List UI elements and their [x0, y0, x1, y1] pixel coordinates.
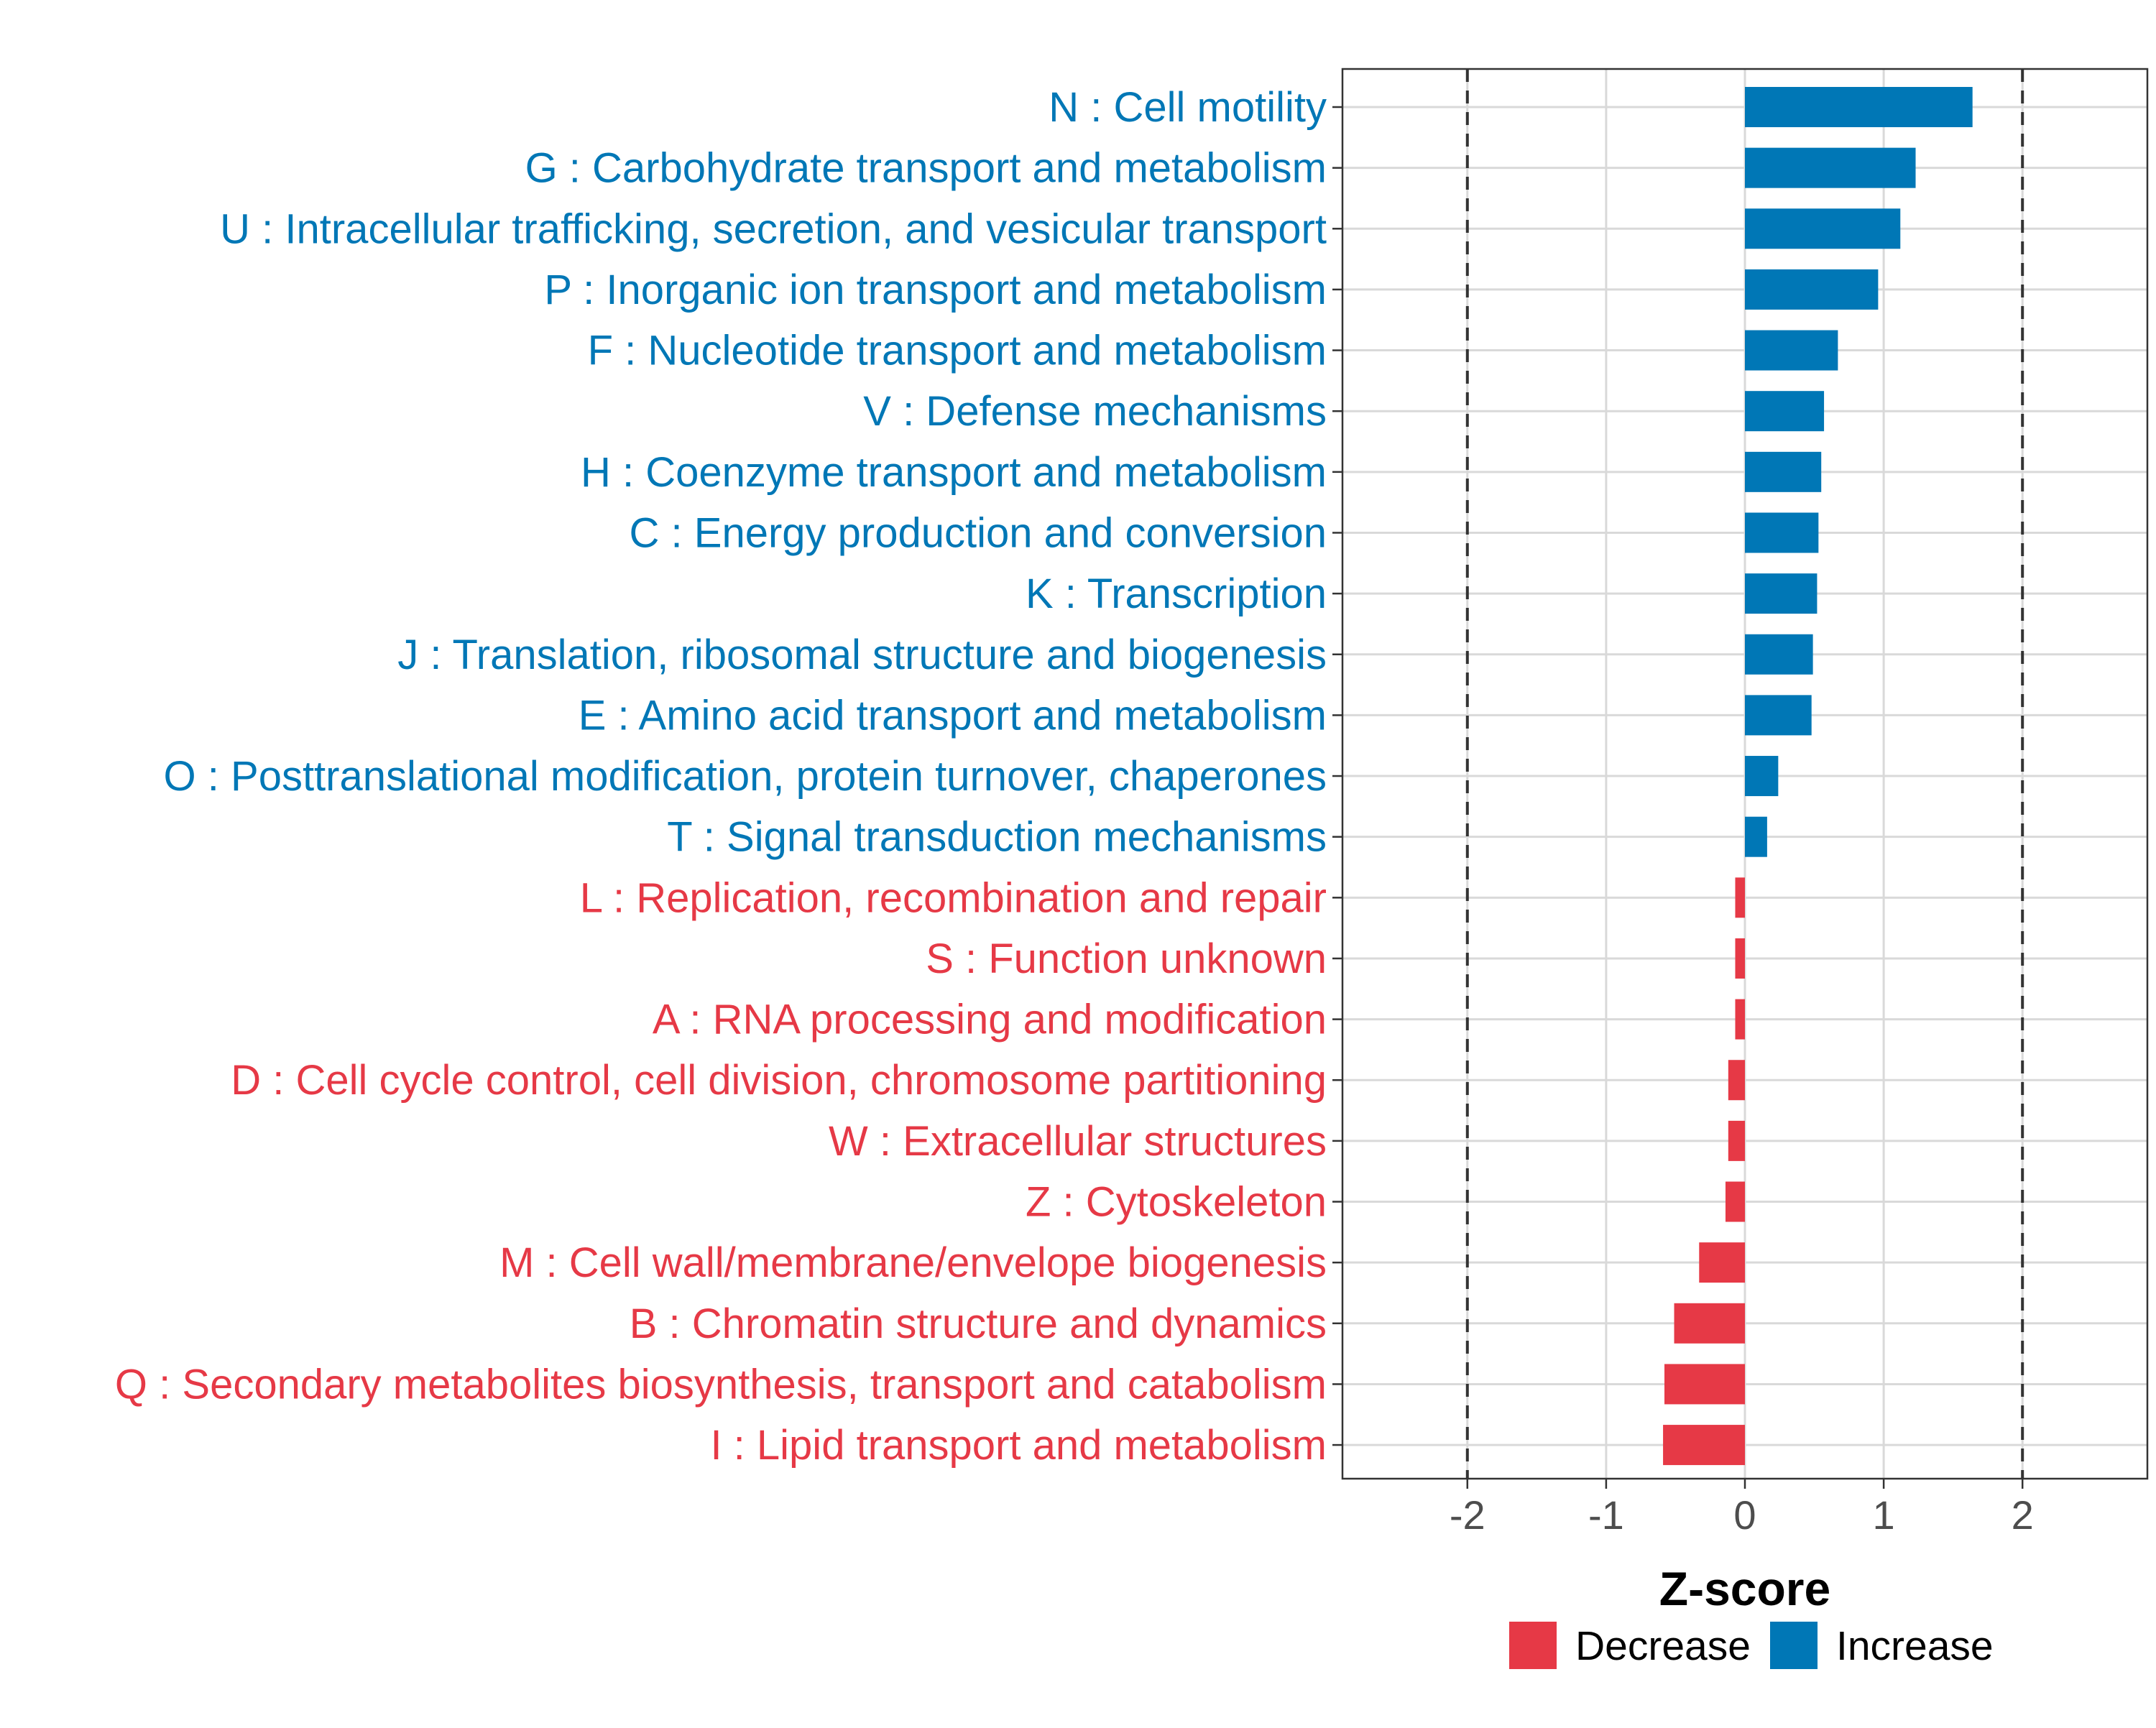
bar	[1745, 756, 1779, 797]
category-label: H : Coenzyme transport and metabolism	[581, 449, 1327, 496]
legend: Decrease Increase	[1509, 1622, 1994, 1669]
category-label: V : Defense mechanisms	[863, 388, 1327, 435]
category-label: L : Replication, recombination and repai…	[580, 874, 1327, 921]
category-label: U : Intracellular trafficking, secretion…	[220, 205, 1327, 252]
x-axis-title: Z-score	[1659, 1562, 1830, 1615]
category-label: C : Energy production and conversion	[630, 509, 1327, 556]
legend-label: Decrease	[1575, 1623, 1751, 1669]
legend-swatch	[1770, 1622, 1818, 1669]
category-label: F : Nucleotide transport and metabolism	[588, 328, 1327, 374]
bar	[1735, 999, 1745, 1040]
bar	[1674, 1303, 1745, 1344]
bar	[1745, 634, 1813, 675]
legend-label: Increase	[1836, 1623, 1994, 1669]
x-tick-label: -2	[1450, 1492, 1485, 1538]
bar	[1745, 451, 1822, 492]
x-tick-label: 1	[1873, 1492, 1895, 1538]
bar	[1728, 1120, 1745, 1161]
bar	[1725, 1181, 1745, 1222]
y-axis: N : Cell motility G : Carbohydrate transp…	[115, 84, 1342, 1469]
bar	[1664, 1364, 1745, 1405]
category-label: T : Signal transduction mechanisms	[667, 814, 1327, 861]
bar	[1663, 1425, 1745, 1466]
bar	[1745, 87, 1973, 127]
category-label: J : Translation, ribosomal structure and…	[397, 632, 1327, 678]
category-label: A : RNA processing and modification	[653, 997, 1327, 1043]
category-label: Z : Cytoskeleton	[1026, 1179, 1327, 1226]
bar	[1745, 695, 1812, 736]
category-label: E : Amino acid transport and metabolism	[579, 692, 1327, 739]
bar	[1745, 147, 1916, 188]
category-label: N : Cell motility	[1049, 84, 1327, 131]
bar	[1728, 1060, 1745, 1101]
x-tick-label: 0	[1733, 1492, 1756, 1538]
bar	[1735, 938, 1745, 979]
bar	[1745, 512, 1819, 553]
x-axis: -2 -1 0 1 2	[1450, 1479, 2034, 1538]
bar	[1745, 330, 1838, 371]
category-label: D : Cell cycle control, cell division, c…	[231, 1057, 1327, 1104]
category-label: G : Carbohydrate transport and metabolis…	[525, 145, 1327, 192]
category-label: O : Posttranslational modification, prot…	[164, 753, 1327, 800]
x-tick-label: 2	[2012, 1492, 2034, 1538]
category-label: Q : Secondary metabolites biosynthesis, …	[115, 1361, 1327, 1408]
category-label: W : Extracellular structures	[829, 1118, 1327, 1165]
x-tick-label: -1	[1588, 1492, 1624, 1538]
category-label: P : Inorganic ion transport and metaboli…	[544, 267, 1327, 313]
bar	[1745, 208, 1901, 249]
legend-swatch	[1509, 1622, 1557, 1669]
bar	[1745, 391, 1825, 432]
bar	[1735, 877, 1745, 918]
bar	[1745, 269, 1879, 310]
category-label: S : Function unknown	[926, 935, 1327, 982]
category-label: K : Transcription	[1026, 570, 1327, 617]
category-label: I : Lipid transport and metabolism	[710, 1422, 1327, 1469]
category-label: M : Cell wall/membrane/envelope biogenes…	[499, 1239, 1327, 1286]
category-label: B : Chromatin structure and dynamics	[630, 1300, 1327, 1347]
bar	[1699, 1242, 1745, 1283]
bar	[1745, 573, 1818, 614]
bar	[1745, 816, 1767, 857]
bars	[1663, 87, 1973, 1466]
reference-lines	[1465, 69, 2024, 1479]
